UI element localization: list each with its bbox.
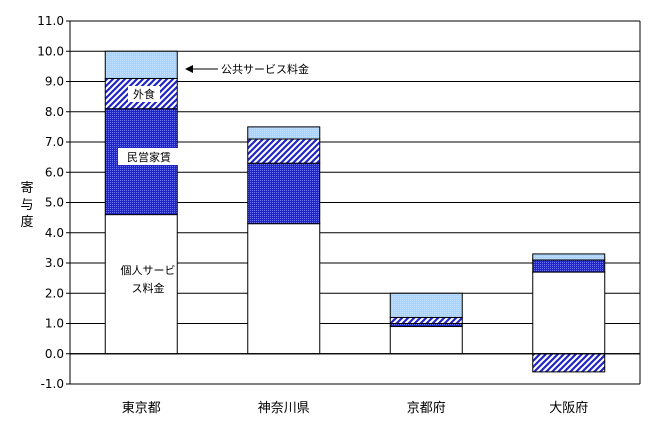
- y-tick-label: 5.0: [45, 196, 64, 210]
- bars: [70, 50, 640, 373]
- bar-segment: [389, 292, 463, 318]
- y-tick-label: 7.0: [45, 135, 64, 149]
- y-tick-label: -1.0: [41, 377, 64, 391]
- annotations: 公共サービス料金 外食 民営家賃 個人サービ ス料金: [118, 62, 309, 295]
- bar-segment: [532, 259, 606, 273]
- category-label: 神奈川県: [258, 401, 310, 416]
- bar-segment: [104, 50, 178, 79]
- y-axis-title-char: 与: [20, 198, 33, 213]
- bar-segment: [389, 316, 463, 325]
- category-label: 大阪府: [549, 401, 588, 416]
- y-axis-title: 寄 与 度: [20, 180, 33, 230]
- dining-out-label: 外食: [133, 87, 155, 101]
- y-tick-label: 0.0: [45, 347, 64, 361]
- bar-segment: [247, 162, 321, 225]
- category-labels: 東京都 神奈川県 京都府 大阪府: [122, 400, 589, 416]
- y-tick-label: 11.0: [37, 14, 64, 28]
- y-tick-label: 9.0: [45, 75, 64, 89]
- y-tick-label: 6.0: [45, 165, 64, 179]
- category-label: 東京都: [122, 400, 161, 416]
- bar-segment: [532, 253, 606, 261]
- y-axis-title-char: 度: [20, 214, 33, 230]
- y-tick-label: 2.0: [45, 286, 64, 300]
- y-tick-label: 8.0: [45, 105, 64, 119]
- axes: [69, 21, 641, 384]
- y-tick-label: 4.0: [45, 226, 64, 240]
- y-tick-labels: 11.0 10.0 9.0 8.0 7.0 6.0 5.0 4.0 3.0 2.0 1.0 0.0 -1…: [37, 14, 64, 391]
- bar-segment: [247, 223, 321, 355]
- personal-service-label-line1: 個人サービ: [121, 264, 176, 277]
- y-tick-label: 3.0: [45, 256, 64, 270]
- public-service-label: 公共サービス料金: [221, 62, 309, 76]
- private-rent-label-box: [118, 148, 180, 165]
- y-axis-title-char: 寄: [20, 180, 33, 196]
- dining-out-label-box: [128, 86, 160, 102]
- private-rent-label: 民営家賃: [127, 150, 171, 164]
- category-label: 京都府: [407, 401, 446, 416]
- bar-segment: [389, 326, 463, 355]
- bar-segment: [532, 271, 606, 355]
- bar-segment: [247, 138, 321, 164]
- y-tick-label: 1.0: [45, 317, 64, 331]
- bar-segment: [247, 126, 321, 140]
- y-tick-label: 10.0: [37, 44, 64, 58]
- bar-segment: [532, 353, 606, 373]
- personal-service-label-line2: ス料金: [132, 281, 165, 295]
